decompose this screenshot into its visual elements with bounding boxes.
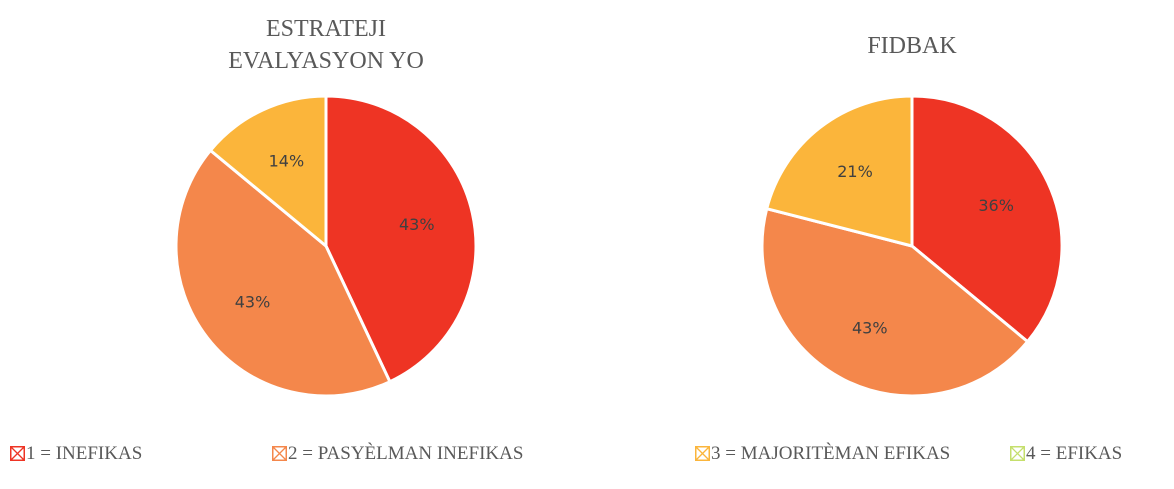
- legend-swatch: [272, 446, 287, 461]
- data-label: 43%: [852, 318, 888, 337]
- chart-title: ESTRATEJI: [266, 16, 386, 42]
- data-label: 43%: [235, 293, 271, 312]
- pie-slice: [208, 94, 328, 248]
- legend-item: 3 = MAJORITÈMAN EFIKAS: [695, 441, 957, 467]
- legend-item: 1 = INEFIKAS: [10, 441, 250, 467]
- legend-label: 3 = MAJORITÈMAN EFIKAS: [711, 443, 951, 464]
- legend-item: 2 = PASYÈLMAN INEFIKAS: [272, 441, 672, 467]
- chart-title: FIDBAK: [867, 33, 957, 59]
- pie-slice: [910, 94, 1064, 344]
- pie-slice: [760, 207, 1030, 398]
- legend-swatch: [695, 446, 710, 461]
- data-label: 14%: [269, 151, 305, 170]
- pie-slice: [765, 94, 914, 248]
- legend-item: 4 = EFIKAS: [1010, 441, 1174, 467]
- legend-label: 4 = EFIKAS: [1026, 443, 1123, 464]
- data-label: 21%: [837, 162, 873, 181]
- pie-slice: [324, 94, 478, 384]
- legend-label: 1 = INEFIKAS: [26, 443, 143, 464]
- data-label: 36%: [978, 196, 1014, 215]
- chart-title: EVALYASYON YO: [228, 48, 424, 74]
- legend-label: 2 = PASYÈLMAN INEFIKAS: [288, 443, 524, 464]
- data-label: 43%: [399, 215, 435, 234]
- pie-slice: [174, 148, 392, 398]
- charts: ESTRATEJI EVALYASYON YO 43% 43% 14% FIDBAK 36%…: [174, 16, 1064, 398]
- legend-swatch: [10, 446, 25, 461]
- legend-swatch: [1010, 446, 1025, 461]
